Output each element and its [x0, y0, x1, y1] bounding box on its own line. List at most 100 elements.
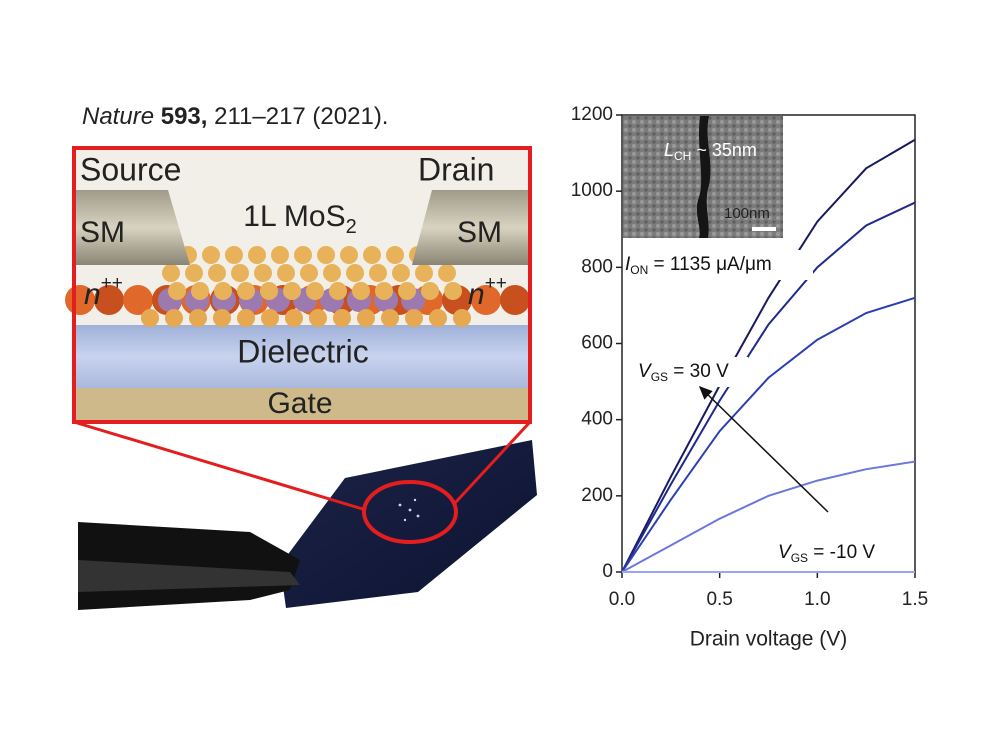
atom: [225, 246, 243, 264]
atom: [248, 246, 266, 264]
atom: [277, 264, 295, 282]
inset-channel: [696, 116, 711, 238]
annotation-main: V: [778, 542, 793, 563]
annotation-sub: ON: [630, 263, 648, 277]
atom: [438, 264, 456, 282]
sm-left: [76, 190, 190, 265]
arrow: [698, 385, 829, 513]
photo: [73, 420, 537, 610]
label-main: n: [84, 278, 101, 311]
label-sup: ++: [101, 273, 123, 294]
dielectric-layer: [74, 325, 530, 388]
atom: [185, 264, 203, 282]
atom: [141, 309, 159, 327]
atom: [415, 264, 433, 282]
atom: [285, 309, 303, 327]
y-tick-label: 600: [581, 333, 613, 354]
atom: [231, 264, 249, 282]
annotation-sub: GS: [651, 370, 668, 384]
atom: [123, 285, 153, 315]
atom: [283, 282, 301, 300]
atom: [333, 309, 351, 327]
atom: [189, 309, 207, 327]
label-sub: 2: [346, 216, 357, 238]
tweezers-edge: [78, 560, 300, 592]
atom: [429, 309, 447, 327]
atom: [386, 246, 404, 264]
data-line: [621, 296, 916, 573]
x-tick-label: 1.5: [902, 589, 928, 610]
annotation: VGS = -10 V: [778, 542, 875, 565]
atom: [471, 285, 501, 315]
label: Drain: [418, 151, 494, 187]
annotation-main: V: [638, 361, 653, 382]
y-tick-label: 200: [581, 485, 613, 506]
atom: [208, 264, 226, 282]
atoms: [65, 246, 530, 327]
annotation-rest: = -10 V: [808, 542, 875, 563]
atom: [260, 282, 278, 300]
data-line: [621, 201, 916, 573]
sm-right: [412, 190, 528, 265]
label-main: 1L MoS: [243, 200, 345, 233]
atom: [300, 264, 318, 282]
atom: [323, 264, 341, 282]
annotation: LCH ~ 35nm: [664, 140, 757, 163]
device-diagram: Source Drain SM SM 1L MoS2 n++ n++ Diele…: [65, 146, 532, 424]
citation: Nature 593, 211–217 (2021).: [82, 103, 388, 130]
label: Source: [80, 151, 181, 187]
annotation: VGS = 30 V: [638, 361, 729, 384]
y-tick-label: 1000: [571, 180, 613, 201]
atom: [294, 246, 312, 264]
atom: [329, 282, 347, 300]
x-tick-label: 1.0: [804, 589, 830, 610]
label: n++: [84, 273, 123, 311]
atom: [214, 282, 232, 300]
y-tick-label: 800: [581, 256, 613, 277]
atom: [309, 309, 327, 327]
atom: [306, 282, 324, 300]
label: Gate: [267, 387, 332, 420]
atom: [254, 264, 272, 282]
scale-label: 100nm: [724, 205, 770, 222]
annotation-sub: CH: [674, 149, 691, 163]
atom: [363, 246, 381, 264]
chart: LCH ~ 35nm 100nm 0 200 400 600 800 1000 1200 0.0 0…: [571, 104, 928, 651]
annotation: ION = 1135 μA/μm: [625, 254, 772, 277]
label: SM: [80, 216, 125, 249]
zoom-line: [73, 420, 367, 512]
atom: [381, 309, 399, 327]
gate-layer: [74, 388, 530, 422]
label-bg: [776, 540, 910, 570]
atom: [421, 282, 439, 300]
label: SM: [457, 216, 502, 249]
label: n++: [468, 273, 507, 311]
zoom-circle: [362, 480, 458, 544]
atom: [213, 309, 231, 327]
x-tick-label: 0.5: [706, 589, 732, 610]
label: 1L MoS2: [243, 200, 356, 238]
label-main: n: [468, 278, 485, 311]
label: Dielectric: [237, 333, 369, 369]
atom: [405, 309, 423, 327]
atom: [237, 282, 255, 300]
atom: [500, 285, 530, 315]
devices: [398, 498, 420, 522]
data-line: [621, 460, 916, 573]
zoom-box: [72, 146, 532, 424]
volume: 593,: [161, 103, 208, 130]
atom: [392, 264, 410, 282]
atom: [271, 246, 289, 264]
chip: [280, 440, 537, 608]
atom: [352, 282, 370, 300]
atom: [261, 309, 279, 327]
zoom-line: [453, 420, 532, 505]
x-tick-label: 0.0: [609, 589, 635, 610]
atom: [369, 264, 387, 282]
label-bg: [636, 357, 748, 387]
label-sup: ++: [485, 273, 507, 294]
atom: [191, 282, 209, 300]
pages: 211–217 (2021).: [214, 103, 388, 130]
annotation-main: L: [664, 140, 674, 160]
